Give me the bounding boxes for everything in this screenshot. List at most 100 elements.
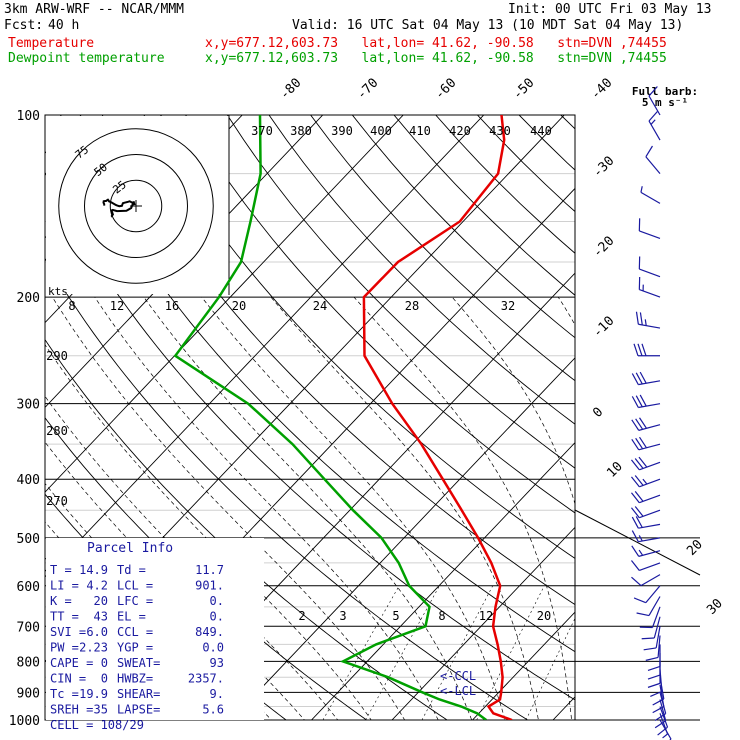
legend-dewpoint: Dewpoint temperature bbox=[8, 51, 165, 66]
wind-barb bbox=[631, 545, 661, 557]
wind-barb bbox=[635, 311, 661, 329]
parcel-field-label: CAPE = bbox=[50, 656, 93, 670]
parcel-field-label: CIN = bbox=[50, 672, 86, 686]
parcel-field-label: LFC = bbox=[117, 594, 153, 608]
moist-adiabat bbox=[143, 296, 473, 720]
moist-adiabat bbox=[270, 296, 539, 720]
moist-adiabat bbox=[52, 296, 406, 720]
theta-label: 410 bbox=[409, 124, 431, 138]
wind-barb bbox=[647, 661, 661, 688]
parcel-field-value: 901. bbox=[195, 579, 224, 593]
theta-label: 370 bbox=[251, 124, 273, 138]
dry-adiabat bbox=[226, 115, 575, 469]
parcel-field-label: T = bbox=[50, 563, 72, 577]
isotherm-label: -20 bbox=[590, 234, 617, 261]
wind-barb bbox=[648, 111, 661, 141]
hodograph-ring bbox=[84, 154, 188, 258]
dry-adiabat bbox=[45, 257, 529, 720]
isotherm-label: -10 bbox=[590, 314, 617, 341]
moist-adiabat bbox=[353, 296, 572, 720]
model-title: 3km ARW-WRF -- NCAR/MMM bbox=[4, 2, 185, 17]
parcel-field-label: YGP = bbox=[117, 641, 153, 655]
theta-left-label: 270 bbox=[46, 494, 68, 508]
dry-adiabat bbox=[644, 115, 740, 733]
theta-label: 390 bbox=[331, 124, 353, 138]
isotherm-label: -30 bbox=[590, 154, 617, 181]
hodo-axis-label: 12 bbox=[110, 299, 124, 313]
parcel-field-label: Td = bbox=[117, 563, 146, 577]
pressure-tick-label: 900 bbox=[17, 686, 40, 701]
pressure-tick-label: 400 bbox=[17, 473, 40, 488]
moist-adiabat bbox=[45, 344, 372, 720]
hodo-axis-label: 28 bbox=[405, 299, 419, 313]
parcel-panel-background bbox=[46, 538, 264, 720]
hodo-axis-label: 16 bbox=[165, 299, 179, 313]
parcel-field-label: SWEAT= bbox=[117, 656, 160, 670]
isotherm-line bbox=[45, 115, 485, 578]
parcel-field-label: TT = bbox=[50, 610, 79, 624]
wind-barb bbox=[630, 560, 661, 572]
parcel-panel-title: Parcel Info bbox=[87, 541, 173, 556]
pressure-tick-label: 500 bbox=[17, 532, 40, 547]
isotherm-label: -80 bbox=[277, 76, 304, 103]
mixing-ratio-label: 20 bbox=[537, 609, 551, 623]
valid-time: Valid: 16 UTC Sat 04 May 13 (10 MDT Sat … bbox=[292, 18, 684, 33]
isotherm-line bbox=[311, 441, 575, 720]
isotherm-line bbox=[472, 611, 575, 720]
temperature-curve bbox=[362, 115, 513, 720]
diagram-boundary bbox=[574, 509, 701, 576]
wind-barb bbox=[630, 506, 661, 519]
dry-adiabat bbox=[560, 115, 575, 130]
wind-barb bbox=[633, 343, 660, 357]
wind-barb bbox=[638, 256, 661, 278]
mixing-ratio-label: 3 bbox=[339, 609, 346, 623]
parcel-field-value: 0. bbox=[210, 594, 224, 608]
wind-barb bbox=[648, 86, 661, 116]
dry-adiabat bbox=[60, 115, 575, 653]
pressure-tick-label: 600 bbox=[17, 580, 40, 595]
sounding-curves bbox=[173, 115, 513, 720]
parcel-field-value: 5.6 bbox=[202, 703, 224, 717]
location-info-dew: x,y=677.12,603.73 lat,lon= 41.62, -90.58… bbox=[205, 51, 667, 66]
hodograph-ring-label: 25 bbox=[110, 178, 128, 196]
isotherm-line bbox=[0, 115, 1, 720]
mixing-ratio-line bbox=[591, 586, 652, 720]
isotherm-line bbox=[230, 357, 575, 720]
parcel-field-value: 43 bbox=[94, 610, 108, 624]
pressure-tick-label: 200 bbox=[17, 291, 40, 306]
mixing-ratio-label: 8 bbox=[438, 609, 445, 623]
location-info-temp: x,y=677.12,603.73 lat,lon= 41.62, -90.58… bbox=[205, 36, 667, 51]
dry-adiabat bbox=[268, 115, 575, 425]
parcel-field-value: 2.23 bbox=[79, 641, 108, 655]
parcel-info-panel: Parcel Info T = 14.9 Td = 11.7 LI = 4.2 LCL = 90… bbox=[46, 538, 264, 732]
pressure-tick-label: 800 bbox=[17, 655, 40, 670]
dry-adiabat bbox=[101, 115, 575, 606]
wind-barb bbox=[638, 276, 661, 298]
parcel-field-value: 19.9 bbox=[79, 687, 108, 701]
wind-barb bbox=[654, 699, 667, 729]
wind-barb bbox=[643, 626, 661, 651]
dry-adiabat bbox=[45, 171, 575, 701]
dry-adiabat bbox=[728, 115, 740, 733]
forecast-label: Fcst: bbox=[4, 18, 44, 33]
mixing-ratio-line bbox=[476, 585, 545, 720]
wind-barb bbox=[631, 574, 661, 587]
parcel-field-label: LCL = bbox=[117, 579, 153, 593]
parcel-field-value: 849. bbox=[195, 625, 224, 639]
dry-adiabat bbox=[435, 115, 575, 254]
pressure-tick-label: 700 bbox=[17, 620, 40, 635]
moist-adiabat bbox=[702, 297, 737, 733]
wind-barb-column bbox=[630, 86, 672, 740]
hodograph-ring-label: 75 bbox=[73, 143, 91, 161]
wind-barb bbox=[659, 713, 669, 739]
forecast-hours: 40 h bbox=[48, 18, 80, 33]
wind-barb bbox=[631, 530, 661, 543]
wind-barb bbox=[645, 635, 661, 661]
wind-barb bbox=[630, 491, 661, 504]
theta-left-label: 280 bbox=[46, 424, 68, 438]
wind-barb bbox=[631, 516, 661, 529]
mixing-ratio-line bbox=[322, 585, 400, 720]
parcel-field-label: K = bbox=[50, 594, 72, 608]
isotherm-line bbox=[552, 696, 575, 720]
